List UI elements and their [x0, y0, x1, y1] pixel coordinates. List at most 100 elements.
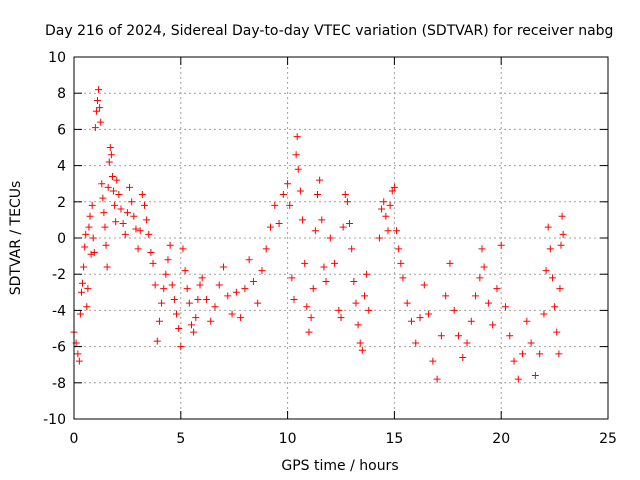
data-point [106, 144, 114, 151]
data-point [232, 288, 240, 296]
data-point [192, 314, 200, 322]
data-point [134, 245, 142, 253]
data-point [76, 310, 84, 318]
data-point [311, 227, 319, 235]
data-point [258, 267, 266, 275]
data-point [393, 227, 401, 235]
data-point [80, 263, 88, 271]
data-point [403, 299, 411, 307]
data-point [354, 321, 362, 329]
data-point [211, 303, 219, 311]
x-tick-label: 0 [70, 431, 79, 447]
data-point [286, 201, 294, 209]
data-point [245, 256, 253, 264]
data-point [279, 191, 287, 199]
y-axis-label: SDTVAR / TECUs [8, 181, 24, 296]
data-point [168, 281, 176, 289]
data-point [294, 165, 302, 173]
data-point [155, 317, 163, 325]
data-point [158, 299, 166, 307]
data-point [559, 230, 567, 238]
data-point [101, 223, 109, 231]
data-point [348, 245, 356, 253]
data-point [326, 234, 334, 242]
data-point [322, 277, 330, 285]
data-point [105, 158, 113, 166]
data-point [375, 234, 383, 242]
data-point [112, 218, 120, 226]
data-point [86, 212, 94, 220]
data-point [307, 314, 315, 322]
data-point [433, 375, 441, 383]
data-point [514, 375, 522, 383]
data-point [314, 191, 322, 199]
data-point [365, 306, 373, 314]
data-point [113, 176, 121, 184]
data-point [339, 223, 347, 231]
data-point [107, 151, 115, 159]
data-point [523, 317, 531, 325]
y-tick-label: 2 [57, 195, 66, 211]
y-tick-label: -4 [52, 303, 66, 319]
data-point [416, 314, 424, 322]
data-point [121, 230, 129, 238]
data-point [553, 328, 561, 336]
data-point [555, 350, 563, 358]
data-point [350, 277, 358, 285]
data-point [380, 198, 388, 206]
data-point [96, 104, 104, 112]
data-point [346, 220, 354, 228]
data-point [196, 281, 204, 289]
data-point [147, 248, 155, 256]
data-point [493, 285, 501, 293]
y-tick-label: -2 [52, 267, 66, 283]
data-point [151, 281, 159, 289]
data-point [179, 245, 187, 253]
data-point [99, 194, 107, 202]
x-tick-label: 5 [176, 431, 185, 447]
x-tick-label: 10 [279, 431, 297, 447]
data-point [397, 259, 405, 267]
data-point [420, 281, 428, 289]
y-tick-label: -6 [52, 340, 66, 356]
data-point [442, 292, 450, 300]
y-tick-label: 10 [48, 50, 66, 66]
data-point [202, 296, 210, 304]
data-point [267, 223, 275, 231]
x-tick-label: 25 [599, 431, 617, 447]
data-point [303, 303, 311, 311]
data-point [395, 245, 403, 253]
data-point [177, 343, 185, 351]
y-tick-label: -10 [43, 412, 66, 428]
data-point [335, 306, 343, 314]
data-point [90, 248, 98, 256]
data-point [153, 337, 161, 345]
y-tick-label: -8 [52, 376, 66, 392]
data-point [527, 339, 535, 347]
data-point [92, 107, 100, 115]
data-point [531, 372, 539, 380]
data-point [341, 191, 349, 199]
data-point [316, 176, 324, 184]
data-point [412, 339, 420, 347]
data-point [102, 241, 110, 249]
data-point [558, 212, 566, 220]
data-point [108, 172, 116, 180]
data-point [111, 201, 119, 209]
data-point [175, 325, 183, 332]
data-point [224, 292, 232, 300]
data-point [519, 350, 527, 358]
data-point [183, 285, 191, 293]
data-point [548, 274, 556, 282]
data-point [187, 321, 195, 329]
data-point [331, 259, 339, 267]
axis-ticks [73, 56, 609, 420]
data-point [128, 198, 136, 206]
data-point [110, 187, 118, 195]
data-point [104, 183, 112, 191]
data-point [337, 314, 345, 322]
data-point [140, 201, 148, 209]
data-point [284, 180, 292, 188]
data-point [271, 201, 279, 209]
data-point [91, 124, 99, 132]
